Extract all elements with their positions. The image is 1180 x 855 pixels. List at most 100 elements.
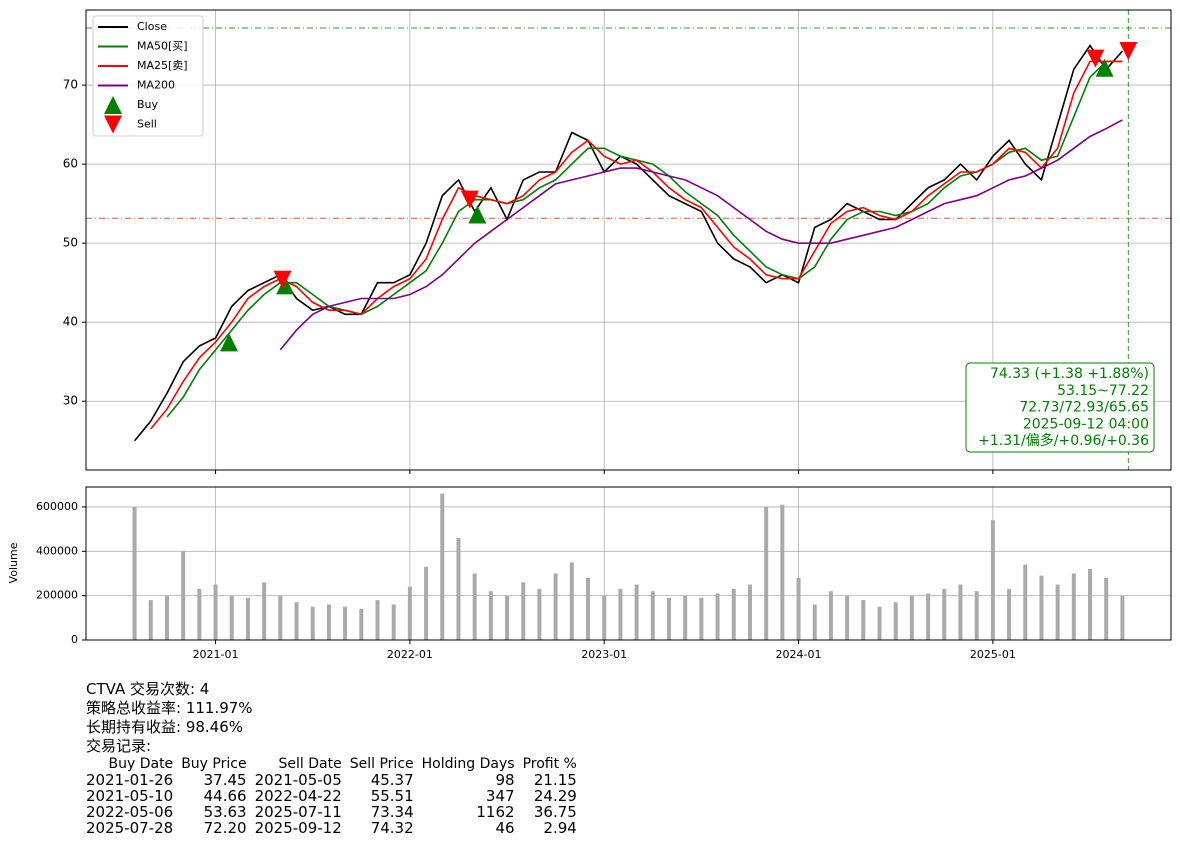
price-line: [166, 60, 1123, 418]
volume-bar: [278, 595, 283, 640]
volume-bar: [472, 573, 477, 640]
y-tick-label: 0: [71, 633, 78, 646]
table-cell: 74.32: [370, 819, 414, 837]
table-cell: 53.63: [203, 803, 247, 821]
volume-bar: [586, 577, 591, 640]
volume-bar: [521, 582, 526, 640]
volume-bar: [1120, 595, 1125, 640]
volume-bar: [181, 551, 186, 640]
y-tick-label: 60: [63, 157, 78, 171]
table-cell: 37.45: [203, 771, 247, 789]
buy-marker: [468, 205, 487, 224]
volume-bar: [424, 566, 429, 640]
info-text: 74.33 (+1.38 +1.88%): [990, 366, 1149, 382]
volume-bar: [780, 504, 785, 640]
volume-bar: [197, 589, 202, 640]
volume-bar: [294, 602, 299, 640]
table-cell: 45.37: [370, 771, 414, 789]
header-cell: Sell Price: [349, 756, 414, 772]
volume-bar: [310, 606, 315, 640]
table-cell: 21.15: [533, 771, 577, 789]
volume-bar: [828, 591, 833, 640]
volume-bar: [990, 520, 995, 640]
sell-marker: [1119, 41, 1138, 60]
summary-line: 长期持有收益: 98.46%: [86, 718, 244, 736]
legend-label: MA50[买]: [137, 40, 188, 53]
volume-bar: [375, 600, 380, 640]
buy-marker: [220, 333, 239, 352]
volume-bar: [683, 595, 688, 640]
volume-bar: [974, 591, 979, 640]
volume-bar: [164, 595, 169, 640]
trade-table: Buy Date Buy Price Sell Date Sell Price Hold…: [86, 756, 581, 836]
sell-marker: [1086, 49, 1105, 68]
info-box: [965, 362, 1155, 453]
table-cell: 55.51: [370, 787, 414, 805]
volume-bar: [132, 506, 137, 640]
table-cell: 2025-07-28: [86, 819, 174, 837]
x-tick-label: 2025-01: [970, 648, 1016, 661]
volume-bar: [1039, 575, 1044, 640]
y-tick-label: 50: [63, 236, 78, 250]
table-header: Buy Date Buy Price Sell Date Sell Price Hold…: [86, 756, 581, 772]
volume-bar: [1055, 584, 1060, 640]
price-line: [150, 60, 1123, 430]
sell-marker: [273, 270, 292, 289]
volume-bar: [148, 600, 153, 640]
legend-label: Buy: [137, 98, 159, 111]
table-cell: 2021-01-26: [86, 771, 174, 789]
plot-frame: [85, 486, 1172, 641]
table-cell: 98: [495, 771, 515, 789]
volume-bar: [764, 506, 769, 640]
volume-bar: [1088, 569, 1093, 640]
volume-bar: [958, 584, 963, 640]
info-text: 2025-09-12 04:00: [1023, 416, 1149, 432]
price-line: [133, 44, 1123, 442]
volume-bar: [618, 589, 623, 640]
info-text: +1.31/偏多/+0.96/+0.36: [978, 432, 1149, 449]
volume-bar: [213, 584, 218, 640]
volume-bar: [666, 597, 671, 640]
volume-bar: [942, 589, 947, 640]
volume-bar: [909, 595, 914, 640]
x-tick-label: 2023-01: [581, 648, 627, 661]
volume-bar: [845, 595, 850, 640]
table-cell: 2022-05-06: [86, 803, 174, 821]
table-cell: 72.20: [203, 819, 247, 837]
legend-label: MA25[卖]: [137, 59, 188, 72]
volume-bar: [456, 538, 461, 640]
table-cell: 2021-05-05: [254, 771, 342, 789]
summary: CTVA 交易次数: 4 策略总收益率: 111.97% 长期持有收益: 98.46…: [86, 680, 581, 836]
y-tick-label: 30: [63, 394, 78, 408]
volume-bar: [391, 604, 396, 640]
volume-bar: [569, 562, 574, 640]
volume-bar: [812, 604, 817, 640]
header-cell: Buy Price: [181, 756, 247, 772]
chart: 30 40 50 60 70 0 200000 400000 600000 2021-01 2022…: [7, 9, 1172, 661]
table-row: 2021-01-26 37.45 2021-05-05 45.37 98 21.15: [86, 772, 581, 788]
x-tick-label: 2022-01: [387, 648, 433, 661]
table-cell: 46: [495, 819, 515, 837]
volume-bar: [1023, 564, 1028, 640]
volume-bar: [731, 589, 736, 640]
buy-marker: [276, 276, 295, 295]
summary-line: 交易记录:: [86, 737, 152, 755]
header-cell: Holding Days: [421, 756, 515, 772]
volume-bar: [634, 584, 639, 640]
plot-frame: [85, 9, 1172, 471]
volume-bar: [488, 591, 493, 640]
volume-bar: [861, 600, 866, 640]
volume-bar: [877, 606, 882, 640]
volume-bar: [1071, 573, 1076, 640]
header-cell: Sell Date: [278, 756, 342, 772]
volume-bar: [229, 595, 234, 640]
table-cell: 2025-07-11: [254, 803, 342, 821]
volume-bar: [602, 595, 607, 640]
table-cell: 1162: [476, 803, 515, 821]
y-tick-label: 70: [63, 78, 78, 92]
volume-bar: [407, 586, 412, 640]
legend-marker: [104, 96, 122, 114]
table-cell: 24.29: [533, 787, 577, 805]
volume-bar: [893, 602, 898, 640]
